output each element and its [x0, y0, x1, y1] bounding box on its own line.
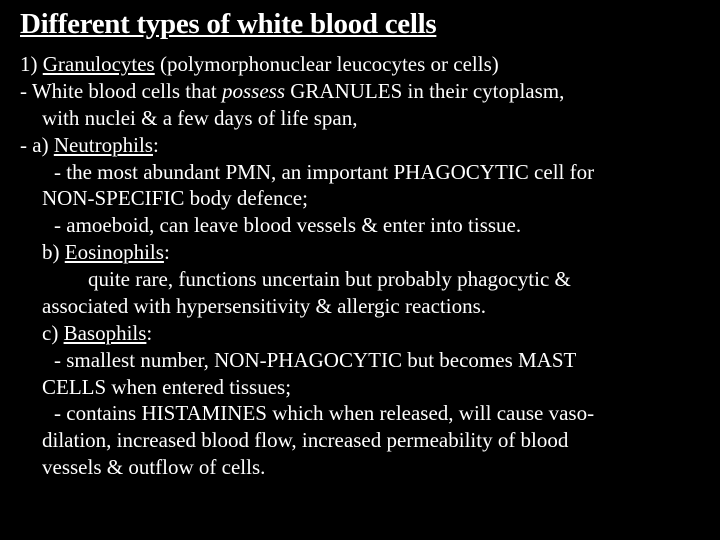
line-4: - the most abundant PMN, an important PH… [20, 159, 700, 186]
slide-heading: Different types of white blood cells [20, 8, 700, 41]
line-3: - a) Neutrophils: [20, 132, 700, 159]
line-2b: with nuclei & a few days of life span, [20, 105, 700, 132]
possess-italic: possess [222, 79, 285, 103]
t: b) [42, 240, 65, 264]
line-13: - contains HISTAMINES which when release… [20, 400, 700, 427]
line-2: - White blood cells that possess GRANULE… [20, 78, 700, 105]
slide-body: 1) Granulocytes (polymorphonuclear leuco… [20, 51, 700, 481]
line-14: dilation, increased blood flow, increase… [20, 427, 700, 454]
granulocytes-term: Granulocytes [43, 52, 155, 76]
basophils-term: Basophils [64, 321, 147, 345]
line-5: NON-SPECIFIC body defence; [20, 185, 700, 212]
line-7: b) Eosinophils: [20, 239, 700, 266]
neutrophils-term: Neutrophils [54, 133, 153, 157]
line-11: - smallest number, NON-PHAGOCYTIC but be… [20, 347, 700, 374]
line-1: 1) Granulocytes (polymorphonuclear leuco… [20, 51, 700, 78]
t: - White blood cells that [20, 79, 222, 103]
t: : [153, 133, 159, 157]
t: - a) [20, 133, 54, 157]
line-8: quite rare, functions uncertain but prob… [20, 266, 700, 293]
line-15: vessels & outflow of cells. [20, 454, 700, 481]
slide-content: Different types of white blood cells 1) … [0, 0, 720, 540]
line-6: - amoeboid, can leave blood vessels & en… [20, 212, 700, 239]
t: : [146, 321, 152, 345]
eosinophils-term: Eosinophils [65, 240, 164, 264]
t: c) [42, 321, 64, 345]
t: GRANULES in their cytoplasm, [285, 79, 564, 103]
t: : [164, 240, 170, 264]
t: 1) [20, 52, 43, 76]
line-9: associated with hypersensitivity & aller… [20, 293, 700, 320]
line-10: c) Basophils: [20, 320, 700, 347]
t: (polymorphonuclear leucocytes or cells) [155, 52, 499, 76]
line-12: CELLS when entered tissues; [20, 374, 700, 401]
